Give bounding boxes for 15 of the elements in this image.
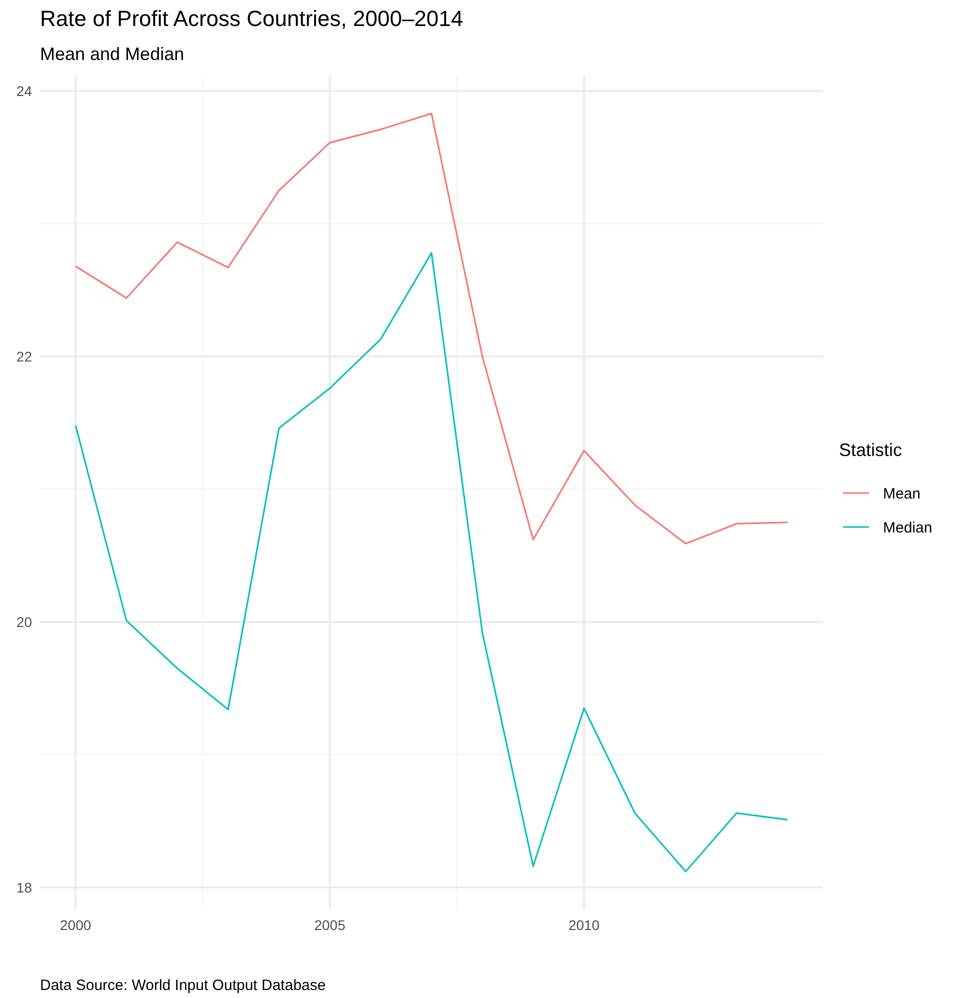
y-tick-label: 22 <box>16 348 32 364</box>
chart-title: Rate of Profit Across Countries, 2000–2014 <box>40 6 464 31</box>
x-tick-label: 2000 <box>60 917 92 933</box>
legend-label: Median <box>883 519 932 536</box>
x-tick-label: 2005 <box>314 917 346 933</box>
y-tick-label: 24 <box>16 82 32 99</box>
chart-subtitle: Mean and Median <box>40 44 184 64</box>
x-tick-label: 2010 <box>568 917 600 933</box>
y-tick-label: 20 <box>16 614 32 630</box>
legend-label: Mean <box>883 485 921 502</box>
source-note: Data Source: World Input Output Database <box>40 977 326 994</box>
line-series <box>74 252 788 872</box>
legend-title: Statistic <box>839 440 902 460</box>
y-tick-label: 18 <box>16 879 32 896</box>
line-series <box>74 112 788 544</box>
